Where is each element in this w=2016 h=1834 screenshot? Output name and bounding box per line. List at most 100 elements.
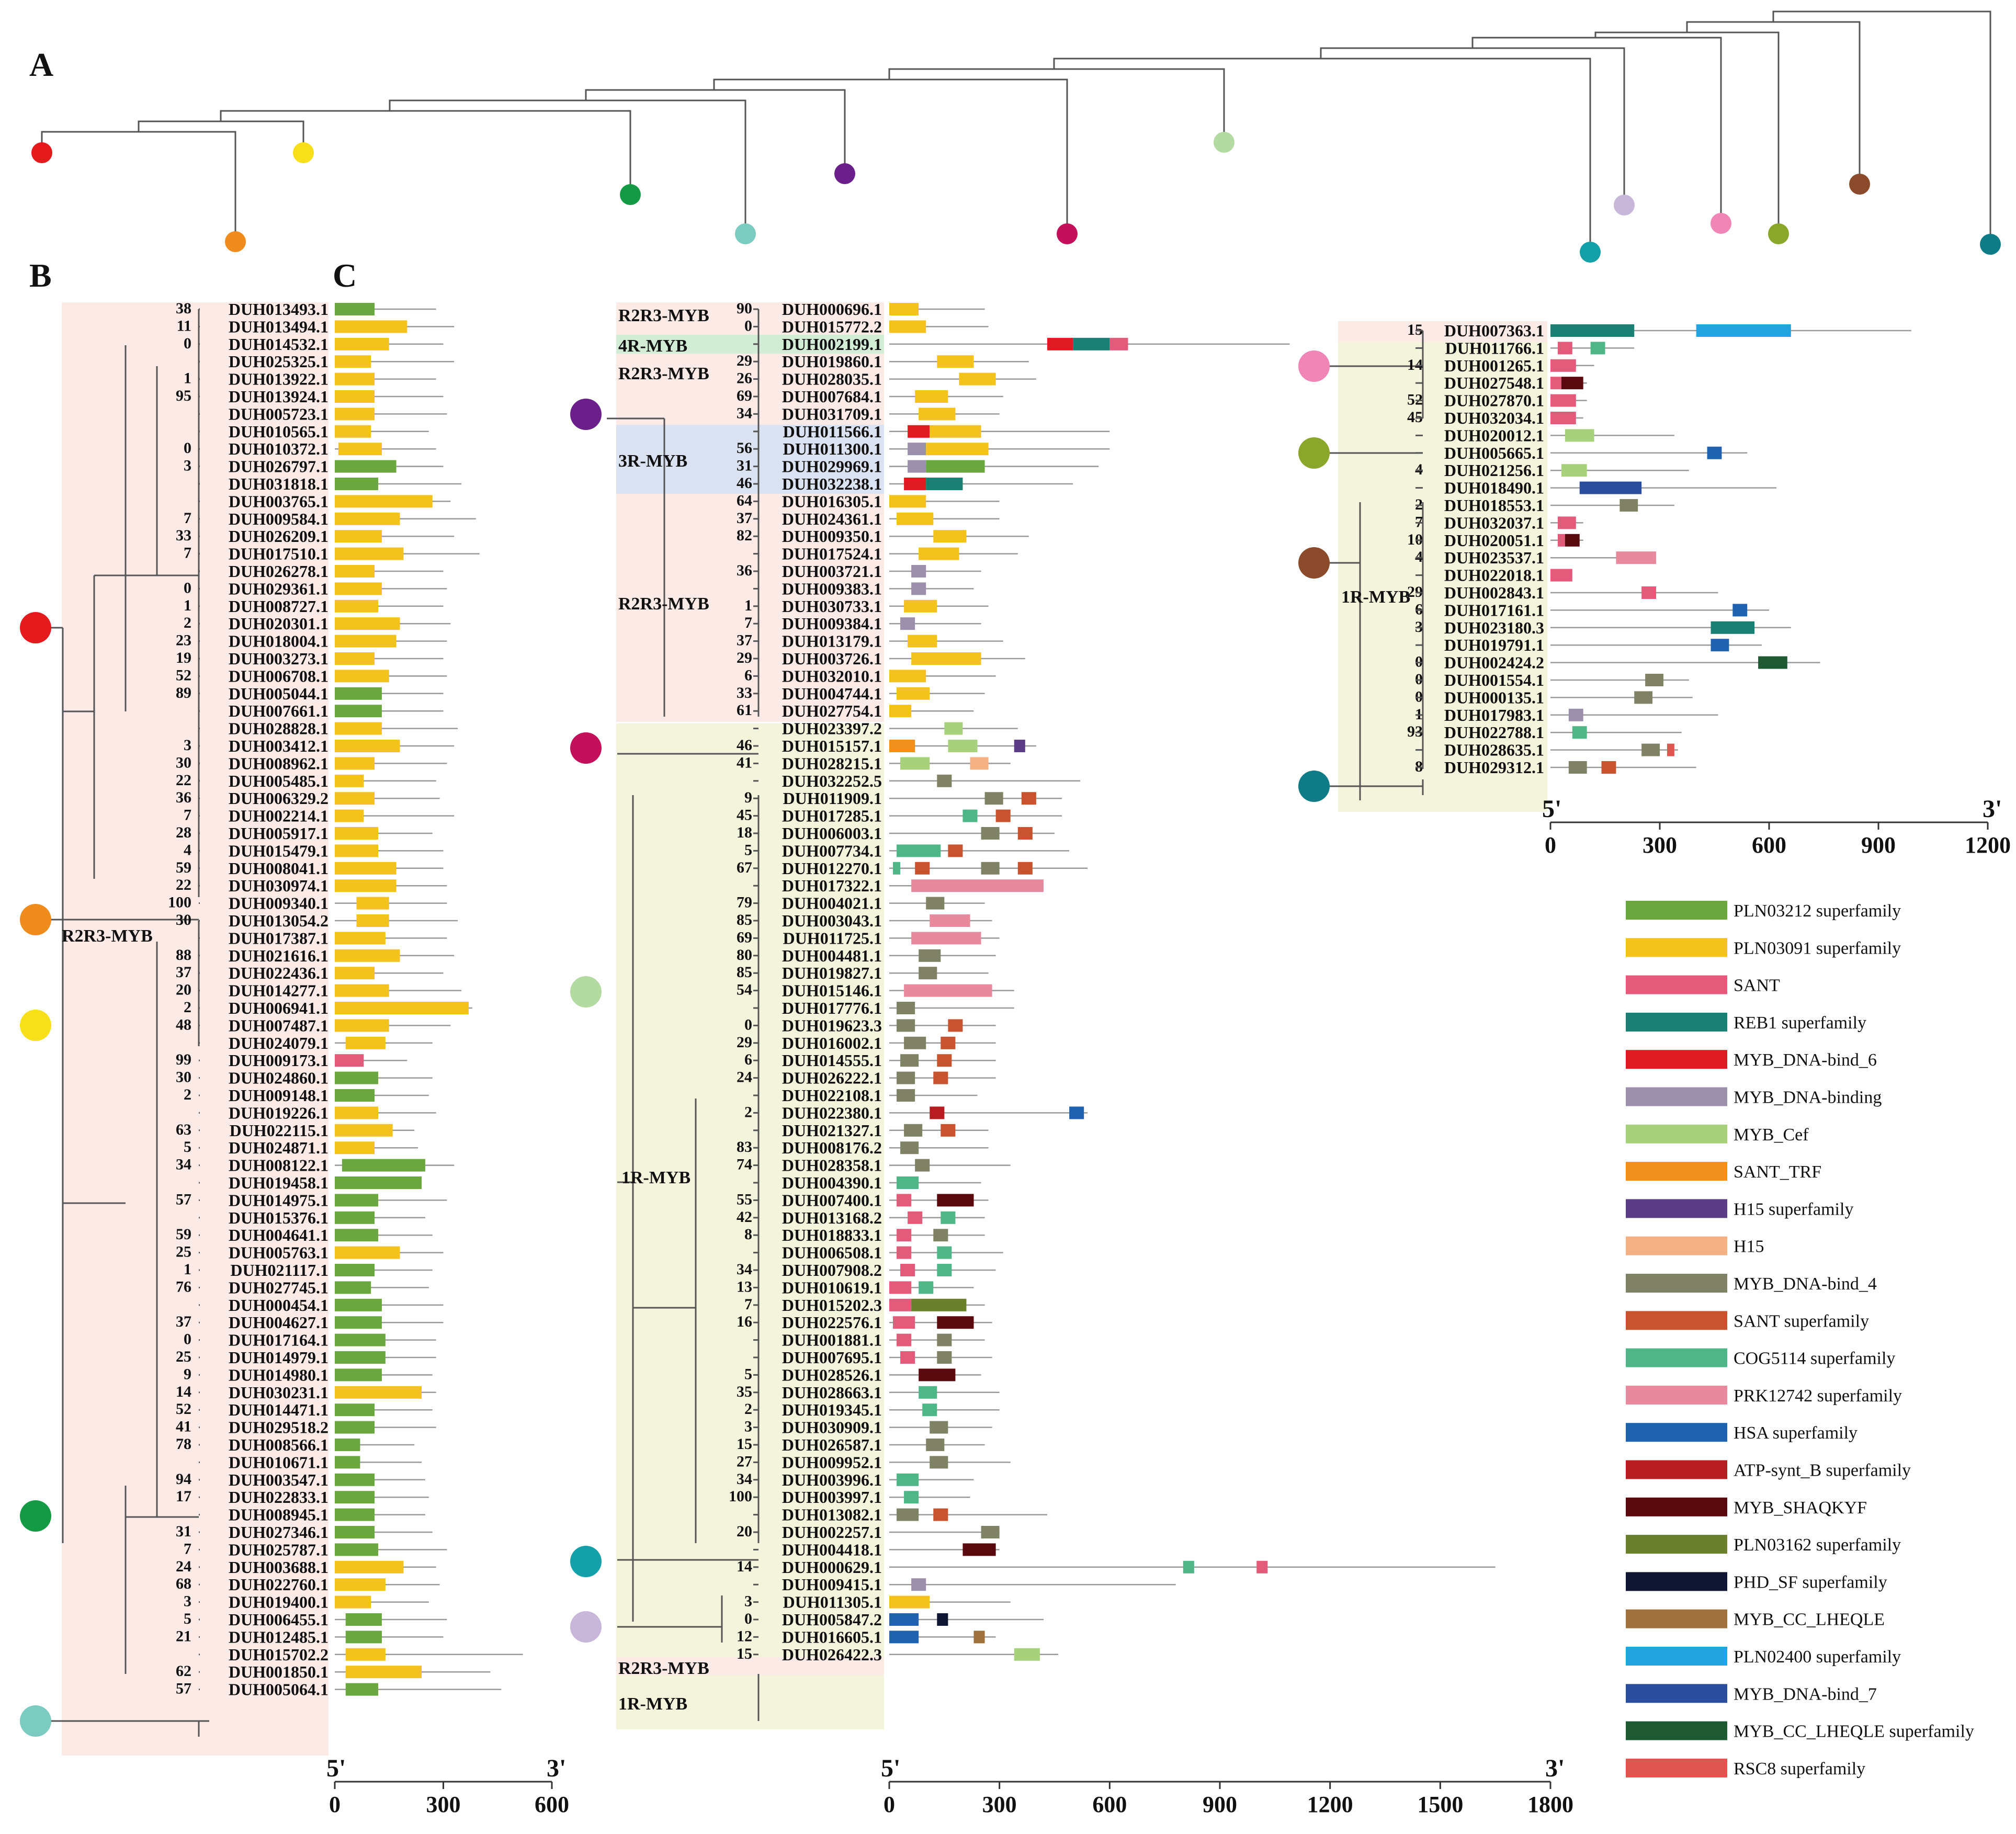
label-r2r3-c2: R2R3-MYB (618, 364, 709, 383)
domain-box (897, 1333, 912, 1346)
domain-box (889, 670, 926, 683)
gene-row: DUH007661.1 (199, 701, 444, 720)
bootstrap-value: 18 (737, 824, 752, 841)
gene-row: DUH020301.1 2 (184, 614, 451, 633)
gene-row: DUH009148.1 2 (184, 1086, 429, 1105)
gene-row: DUH018004.1 23 (176, 632, 447, 651)
bootstrap-value: 34 (737, 1470, 752, 1488)
domain-box (970, 757, 989, 770)
gene-id: DUH024871.1 (229, 1138, 329, 1157)
gene-row: DUH029518.2 41 (176, 1418, 436, 1437)
gene-id: DUH032037.1 (1444, 513, 1544, 532)
gene-row: DUH008176.2 83 (737, 1138, 989, 1157)
domain-box (345, 1036, 386, 1049)
axis-tick-label: 300 (426, 1792, 461, 1817)
gene-row: DUH028828.1 (199, 719, 458, 738)
gene-id: DUH003721.1 (782, 562, 882, 581)
gene-id: DUH001850.1 (229, 1662, 329, 1681)
domain-box (335, 740, 400, 752)
tree-a-dot (225, 231, 246, 252)
domain-box (900, 617, 915, 630)
domain-box (981, 827, 1000, 840)
bootstrap-value: 52 (176, 1400, 191, 1418)
gene-id: DUH015146.1 (782, 981, 882, 1000)
domain-box (335, 862, 397, 875)
bootstrap-value: 24 (176, 1558, 191, 1575)
legend-item: MYB_SHAQKYF (1626, 1497, 1867, 1518)
gene-id: DUH001554.1 (1444, 671, 1544, 689)
gene-id: DUH022018.1 (1444, 566, 1544, 585)
gene-id: DUH009173.1 (229, 1051, 329, 1070)
domain-box (919, 1368, 956, 1382)
legend-swatch (1626, 1535, 1727, 1554)
legend-swatch (1626, 1236, 1727, 1255)
domain-box (335, 1333, 386, 1346)
domain-box (335, 1491, 375, 1504)
gene-row: DUH013054.2 30 (176, 911, 458, 930)
domain-box (919, 1386, 937, 1399)
domain-box (897, 1508, 919, 1521)
domain-box (1021, 792, 1036, 805)
tree-a-dot (1980, 234, 2001, 255)
gene-id: DUH028828.1 (229, 719, 329, 738)
domain-box (335, 1229, 378, 1242)
gene-row: DUH009173.1 99 (176, 1051, 407, 1070)
gene-id: DUH005847.2 (782, 1610, 882, 1629)
gene-id: DUH017524.1 (782, 545, 882, 563)
gene-id: DUH004641.1 (229, 1226, 329, 1244)
bootstrap-value: 57 (176, 1191, 191, 1208)
domain-box (335, 1019, 389, 1032)
label-4r: 4R-MYB (618, 336, 687, 356)
clade-dot (20, 1010, 51, 1041)
tree-a-dot (1057, 223, 1078, 244)
gene-row: DUH004021.1 79 (737, 894, 985, 913)
gene-row: DUH024860.1 30 (176, 1069, 433, 1088)
domain-box (335, 1578, 386, 1591)
domain-box (335, 512, 400, 525)
gene-row: DUH014555.1 6 (744, 1051, 996, 1070)
gene-id: DUH006708.1 (229, 666, 329, 685)
legend-item: MYB_CC_LHEQLE superfamily (1626, 1721, 1974, 1741)
gene-row: DUH023397.2 (753, 719, 1018, 738)
gene-id: DUH000629.1 (782, 1558, 882, 1577)
domain-box (904, 478, 926, 490)
gene-row: DUH006329.2 36 (176, 789, 440, 808)
domain-box (345, 1648, 386, 1661)
legend-swatch (1626, 1162, 1727, 1181)
domain-box (933, 1229, 948, 1242)
gene-id: DUH030974.1 (229, 876, 329, 895)
clade-dot (1298, 350, 1330, 382)
gene-row: DUH024871.1 5 (184, 1138, 418, 1157)
gene-row: DUH002843.129 (1407, 583, 1718, 602)
gene-id: DUH014980.1 (229, 1365, 329, 1384)
domain-box (335, 1595, 371, 1609)
domain-box (335, 1089, 375, 1102)
gene-id: DUH012270.1 (782, 859, 882, 878)
domain-box (1550, 324, 1635, 337)
gene-row: DUH001554.10 (1415, 671, 1689, 689)
panel-label-a: A (29, 46, 53, 83)
gene-id: DUH003765.1 (229, 492, 329, 511)
gene-row: DUH030909.1 3 (744, 1418, 992, 1437)
gene-row: DUH011909.1 9 (744, 789, 1062, 808)
bootstrap-value: 22 (176, 876, 191, 893)
domain-box (1568, 708, 1583, 721)
gene-row: DUH017776.1 (753, 999, 1014, 1017)
gene-id: DUH027745.1 (229, 1278, 329, 1297)
domain-box (1667, 743, 1674, 756)
gene-row: DUH005064.1 57 (176, 1680, 502, 1699)
bootstrap-value: 27 (737, 1453, 752, 1470)
gene-id: DUH010565.1 (229, 422, 329, 441)
legend-item: PLN03091 superfamily (1626, 938, 1901, 958)
domain-box (937, 355, 974, 368)
gene-row: DUH027870.152 (1407, 391, 1587, 410)
gene-row: DUH019827.1 85 (737, 964, 989, 982)
gene-row: DUH015157.1 46 (737, 737, 1036, 755)
tree-a-dot (293, 142, 314, 163)
bootstrap-value: 20 (176, 981, 191, 999)
gene-id: DUH005044.1 (229, 684, 329, 703)
domain-box (908, 635, 937, 648)
gene-id: DUH004021.1 (782, 894, 882, 913)
domain-box (335, 949, 400, 962)
bootstrap-value: 0 (184, 1331, 191, 1348)
